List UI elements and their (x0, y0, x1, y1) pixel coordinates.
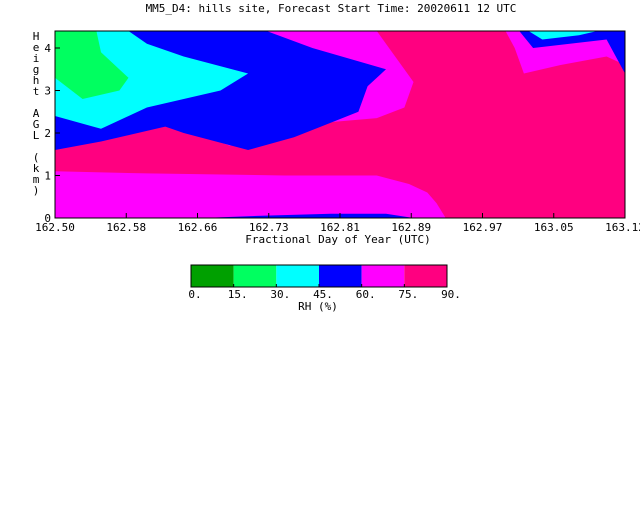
colorbar-tick-label: 45. (313, 288, 333, 301)
contour-fills (55, 31, 625, 218)
y-tick-label: 4 (44, 42, 51, 55)
y-axis: 0 1 2 3 4 (44, 42, 60, 225)
colorbar-swatch (233, 265, 277, 287)
colorbar-swatch (191, 265, 234, 287)
y-tick-label: 0 (44, 212, 51, 225)
contour-region-8 (519, 31, 625, 74)
colorbar-swatch (276, 265, 319, 287)
colorbar-tick-label: 60. (356, 288, 376, 301)
y-tick-label: 2 (44, 127, 51, 140)
x-axis: 162.50 162.58 162.66 162.73 162.81 162.89 162.… (35, 213, 640, 234)
colorbar-swatch (404, 265, 447, 287)
x-tick-label: 162.73 (249, 221, 289, 234)
x-tick-label: 162.81 (320, 221, 360, 234)
colorbar-tick-label: 30. (270, 288, 290, 301)
colorbar-tick-label: 0. (188, 288, 201, 301)
x-tick-label: 162.50 (35, 221, 75, 234)
contour-region-6 (55, 31, 129, 99)
y-tick-label: 1 (44, 170, 51, 183)
colorbar: 0. 15. 30. 45. 60. 75. 90. (188, 264, 461, 301)
x-tick-label: 163.12 (605, 221, 640, 234)
contour-region-9 (528, 31, 598, 40)
colorbar-swatch (361, 265, 405, 287)
x-tick-label: 162.89 (391, 221, 431, 234)
contour-region-2 (202, 213, 414, 218)
x-tick-label: 162.66 (178, 221, 218, 234)
y-tick-label: 3 (44, 85, 51, 98)
colorbar-label: RH (%) (298, 300, 338, 313)
colorbar-tick-label: 90. (441, 288, 461, 301)
chart-title: MM5_D4: hills site, Forecast Start Time:… (146, 2, 517, 15)
colorbar-swatch (319, 265, 362, 287)
x-tick-label: 162.58 (106, 221, 146, 234)
contour-region-1 (55, 171, 446, 218)
x-axis-label: Fractional Day of Year (UTC) (245, 233, 430, 246)
x-tick-label: 162.97 (463, 221, 503, 234)
colorbar-tick-label: 15. (228, 288, 248, 301)
colorbar-tick-label: 75. (398, 288, 418, 301)
x-tick-label: 163.05 (534, 221, 574, 234)
